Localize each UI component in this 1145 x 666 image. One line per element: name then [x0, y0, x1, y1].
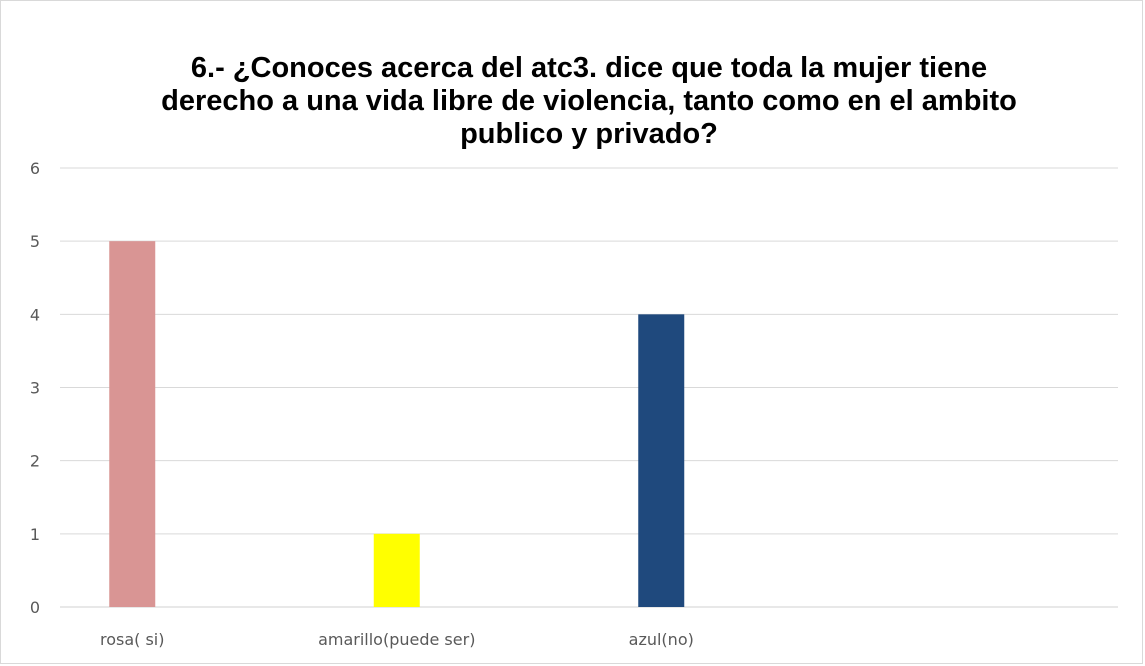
y-tick-label: 1: [30, 525, 40, 544]
x-category-label: rosa( si): [100, 630, 165, 649]
x-category-label: azul(no): [629, 630, 694, 649]
y-tick-label: 4: [30, 305, 40, 324]
gridlines: [60, 168, 1118, 607]
y-tick-label: 5: [30, 232, 40, 251]
x-axis-category-labels: rosa( si) amarillo(puede ser) azul(no): [100, 630, 694, 649]
y-tick-label: 0: [30, 598, 40, 617]
bar: [374, 534, 420, 607]
y-tick-label: 2: [30, 452, 40, 471]
bars: [109, 241, 684, 607]
y-tick-label: 6: [30, 159, 40, 178]
bar: [638, 314, 684, 607]
x-category-label: amarillo(puede ser): [318, 630, 475, 649]
bar: [109, 241, 155, 607]
y-axis-tick-labels: 0 1 2 3 4 5 6: [30, 159, 40, 617]
y-tick-label: 3: [30, 379, 40, 398]
